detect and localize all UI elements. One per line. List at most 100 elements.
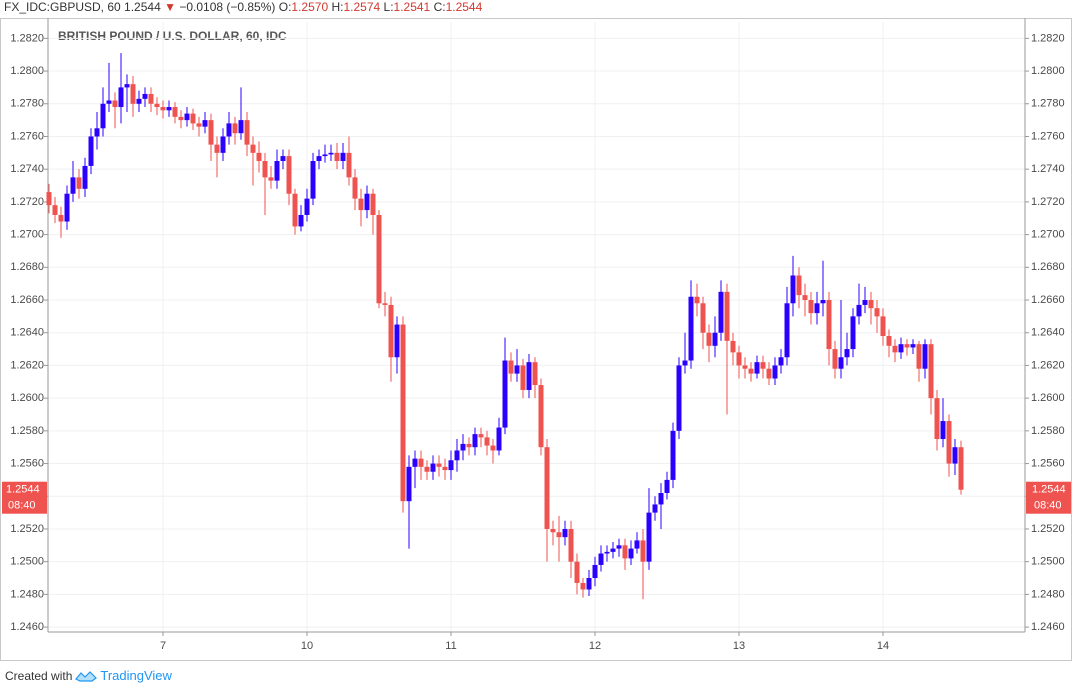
candle-body [892, 345, 898, 353]
candle-body [220, 136, 226, 153]
candle-body [550, 528, 556, 533]
x-tick-label: 11 [445, 640, 456, 652]
candle-body [790, 275, 796, 304]
y-tick-label: 1.2720 [10, 196, 44, 208]
candle-body [334, 152, 340, 162]
y-tick-label: 1.2560 [10, 457, 44, 469]
candle-body [406, 466, 412, 502]
candle-body [436, 463, 442, 467]
y-tick-label: 1.2600 [1031, 392, 1065, 404]
candle-body [700, 303, 706, 333]
y-tick-label: 1.2740 [1031, 163, 1065, 175]
candle-body [268, 177, 274, 181]
candle-body [682, 360, 688, 366]
candle-body [538, 385, 544, 448]
candle-body [136, 98, 142, 104]
price-label: 1.2544 [6, 484, 40, 496]
candle-body [514, 365, 520, 374]
candle-body [172, 107, 178, 117]
price-time: 08:40 [8, 500, 36, 512]
candle-body [88, 136, 94, 166]
candle-body [574, 561, 580, 583]
candle-body [46, 192, 52, 206]
candle-body [388, 304, 394, 358]
candle-body [526, 362, 532, 390]
candle-body [772, 365, 778, 379]
candle-body [76, 177, 82, 189]
candle-body [778, 357, 784, 366]
candle-body [568, 528, 574, 562]
candle-body [862, 300, 868, 305]
candle-body [898, 344, 904, 353]
candle-body [586, 578, 592, 590]
y-tick-label: 1.2800 [1031, 65, 1065, 77]
open-label: O: [278, 0, 292, 14]
candle-body [382, 303, 388, 305]
candle-body [244, 120, 250, 145]
candle-body [466, 443, 472, 448]
candle-body [802, 295, 808, 301]
open: 1.2570 [291, 0, 329, 14]
y-tick-label: 1.2620 [10, 359, 44, 371]
low: 1.2541 [393, 0, 431, 14]
x-tick-label: 14 [877, 640, 889, 652]
candle-body [784, 303, 790, 358]
candle-body [478, 434, 484, 438]
x-tick-label: 10 [301, 640, 313, 652]
candle-body [604, 551, 610, 554]
candle-body [64, 193, 70, 222]
candle-body [766, 368, 772, 379]
candle-body [94, 128, 100, 137]
candle-body [850, 316, 856, 350]
candle-body [316, 156, 322, 162]
y-tick-label: 1.2640 [10, 327, 44, 339]
candle-body [598, 553, 604, 565]
candle-body [856, 304, 862, 317]
candle-body [502, 360, 508, 428]
y-tick-label: 1.2500 [1031, 556, 1065, 568]
candle-body [616, 545, 622, 549]
candle-body [652, 504, 658, 513]
candle-body [838, 357, 844, 369]
candle-body [442, 466, 448, 471]
y-tick-label: 1.2480 [1031, 588, 1065, 600]
brand[interactable]: TradingView [100, 668, 172, 683]
candle-body [934, 398, 940, 440]
candle-body [340, 152, 346, 162]
close-label: C: [433, 0, 446, 14]
candle-body [226, 123, 232, 137]
candle-body [310, 161, 316, 199]
candle-body [280, 156, 286, 162]
candle-body [724, 291, 730, 341]
symbol: FX_IDC:GBPUSD, 60 [4, 0, 121, 14]
candle-body [190, 113, 196, 124]
candle-body [472, 434, 478, 448]
candle-body [946, 421, 952, 464]
candle-body [112, 100, 118, 108]
low-label: L: [383, 0, 394, 14]
y-tick-label: 1.2480 [10, 588, 44, 600]
change-arrow: ▼ [164, 0, 176, 14]
y-tick-label: 1.2800 [10, 65, 44, 77]
y-tick-label: 1.2660 [10, 294, 44, 306]
candle-body [544, 447, 550, 529]
y-tick-label: 1.2780 [10, 98, 44, 110]
candle-body [364, 193, 370, 211]
candle-body [706, 332, 712, 346]
candle-body [736, 352, 742, 366]
candle-body [106, 100, 112, 104]
candle-body [178, 116, 184, 121]
candle-body [916, 344, 922, 369]
symbol-header: FX_IDC:GBPUSD, 60 1.2544 ▼ −0.0108 (−0.8… [4, 0, 482, 14]
y-tick-label: 1.2780 [1031, 98, 1065, 110]
x-tick-label: 13 [733, 640, 745, 652]
candle-body [208, 120, 214, 145]
candle-body [484, 437, 490, 446]
candle-body [712, 332, 718, 346]
candle-body [814, 303, 820, 314]
candle-body [352, 177, 358, 199]
y-tick-label: 1.2600 [10, 392, 44, 404]
candle-body [580, 582, 586, 590]
change: −0.0108 (−0.85%) [179, 0, 276, 14]
y-tick-label: 1.2580 [10, 425, 44, 437]
